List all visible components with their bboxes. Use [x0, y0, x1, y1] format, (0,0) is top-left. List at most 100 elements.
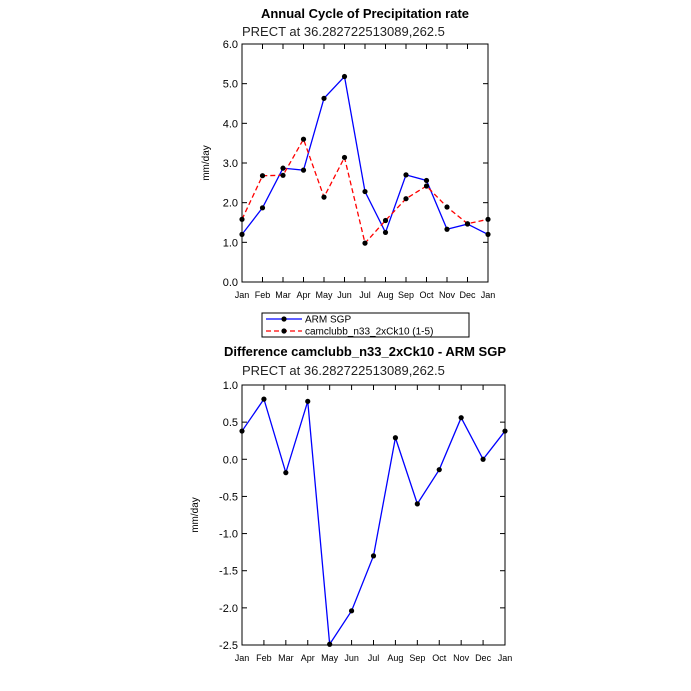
x-tick-label: Mar — [278, 653, 294, 663]
data-point — [423, 183, 430, 189]
y-tick-label: 0.0 — [223, 454, 238, 466]
y-tick-label: -1.0 — [219, 529, 238, 541]
x-tick-label: Nov — [439, 290, 456, 300]
y-tick-label: -0.5 — [219, 491, 238, 503]
x-tick-label: Dec — [459, 290, 476, 300]
data-point — [300, 167, 307, 173]
legend-marker-camclubb — [281, 328, 287, 334]
x-tick-label: Jun — [337, 290, 352, 300]
data-point — [259, 205, 266, 211]
chart-subtitle: PRECT at 36.282722513089,262.5 — [242, 363, 445, 378]
data-point — [370, 553, 377, 559]
series-line-0 — [241, 397, 506, 647]
data-point — [327, 641, 333, 647]
y-tick-label: 1.0 — [223, 237, 238, 249]
x-tick-label: Jun — [344, 653, 359, 663]
x-tick-label: Apr — [296, 290, 310, 300]
x-tick-label: Jul — [359, 290, 371, 300]
x-tick-label: May — [321, 653, 339, 663]
legend: ARM SGP camclubb_n33_2xCk10 (1-5) — [261, 312, 470, 338]
x-tick-label: Nov — [453, 653, 470, 663]
y-axis-label: mm/day — [201, 145, 212, 181]
x-tick-label: Jul — [368, 653, 380, 663]
legend-marker-arm-sgp — [281, 316, 287, 322]
data-point — [382, 217, 389, 224]
series-line-0 — [241, 75, 489, 235]
x-tick-label: Mar — [275, 290, 291, 300]
data-point — [239, 231, 245, 237]
data-point — [403, 172, 409, 178]
y-tick-label: 3.0 — [223, 158, 238, 170]
data-point — [321, 194, 327, 200]
y-axis: -2.5 -2.0 -1.5 -1.0 -0.5 0.0 0.5 1.0 — [219, 380, 505, 652]
data-point — [261, 396, 267, 402]
data-point — [423, 177, 430, 184]
chart-title: Annual Cycle of Precipitation rate — [261, 6, 469, 21]
x-tick-label: Jan — [235, 290, 250, 300]
chart-title: Difference camclubb_n33_2xCk10 - ARM SGP — [224, 344, 506, 359]
x-tick-label: Aug — [387, 653, 403, 663]
x-tick-label: Oct — [432, 653, 447, 663]
difference-chart: Difference camclubb_n33_2xCk10 - ARM SGP… — [190, 344, 512, 663]
data-point — [239, 216, 245, 222]
data-point — [239, 428, 245, 434]
data-point — [283, 470, 289, 476]
x-tick-label: Jan — [235, 653, 250, 663]
x-tick-label: Apr — [301, 653, 315, 663]
data-point — [280, 172, 286, 178]
data-point — [348, 608, 355, 614]
data-point — [305, 398, 311, 404]
data-point — [382, 229, 389, 236]
data-point — [485, 216, 491, 222]
y-tick-label: 4.0 — [223, 118, 238, 130]
data-point — [362, 240, 368, 246]
data-point — [480, 456, 486, 462]
series-layer — [239, 73, 491, 246]
data-point — [341, 154, 348, 161]
y-tick-label: 0.5 — [223, 417, 238, 429]
data-point — [464, 221, 471, 227]
legend-label-camclubb: camclubb_n33_2xCk10 (1-5) — [305, 327, 433, 338]
data-point — [341, 73, 348, 80]
data-point — [300, 136, 307, 142]
x-axis: Jan Feb Mar Apr May Jun Jul Aug Sep Oct Nov Dec Jan — [235, 385, 513, 663]
data-point — [362, 188, 368, 195]
plot-frame — [241, 43, 489, 283]
x-tick-label: Feb — [255, 290, 271, 300]
series-layer — [239, 396, 508, 647]
y-tick-label: 1.0 — [223, 380, 238, 392]
legend-box — [261, 312, 470, 338]
y-axis: 0.0 1.0 2.0 3.0 4.0 5.0 6.0 — [223, 39, 488, 289]
x-tick-label: May — [315, 290, 333, 300]
y-tick-label: 6.0 — [223, 39, 238, 51]
y-axis-label: mm/day — [190, 497, 201, 533]
y-tick-label: -1.5 — [219, 566, 238, 578]
y-tick-label: 0.0 — [223, 277, 238, 289]
data-point — [444, 204, 450, 210]
data-point — [444, 226, 450, 232]
x-tick-label: Oct — [419, 290, 434, 300]
x-tick-label: Sep — [398, 290, 414, 300]
data-point — [280, 165, 286, 171]
data-point — [458, 415, 464, 421]
x-axis: Jan Feb Mar Apr May Jun Jul Aug Sep Oct Nov Dec Jan — [235, 44, 496, 300]
x-tick-label: Feb — [256, 653, 272, 663]
plot-frame — [241, 384, 506, 646]
legend-label-arm-sgp: ARM SGP — [305, 315, 351, 326]
chart-subtitle: PRECT at 36.282722513089,262.5 — [242, 24, 445, 39]
data-point — [414, 501, 420, 507]
y-tick-label: 2.0 — [223, 198, 238, 210]
y-tick-label: -2.5 — [219, 640, 238, 652]
y-tick-label: 5.0 — [223, 79, 238, 91]
data-point — [485, 231, 491, 237]
data-point — [259, 173, 266, 179]
data-point — [321, 95, 327, 101]
x-tick-label: Jan — [498, 653, 513, 663]
y-tick-label: -2.0 — [219, 603, 238, 615]
data-point — [392, 435, 399, 441]
x-tick-label: Dec — [475, 653, 492, 663]
x-tick-label: Jan — [481, 290, 496, 300]
data-point — [502, 428, 508, 434]
